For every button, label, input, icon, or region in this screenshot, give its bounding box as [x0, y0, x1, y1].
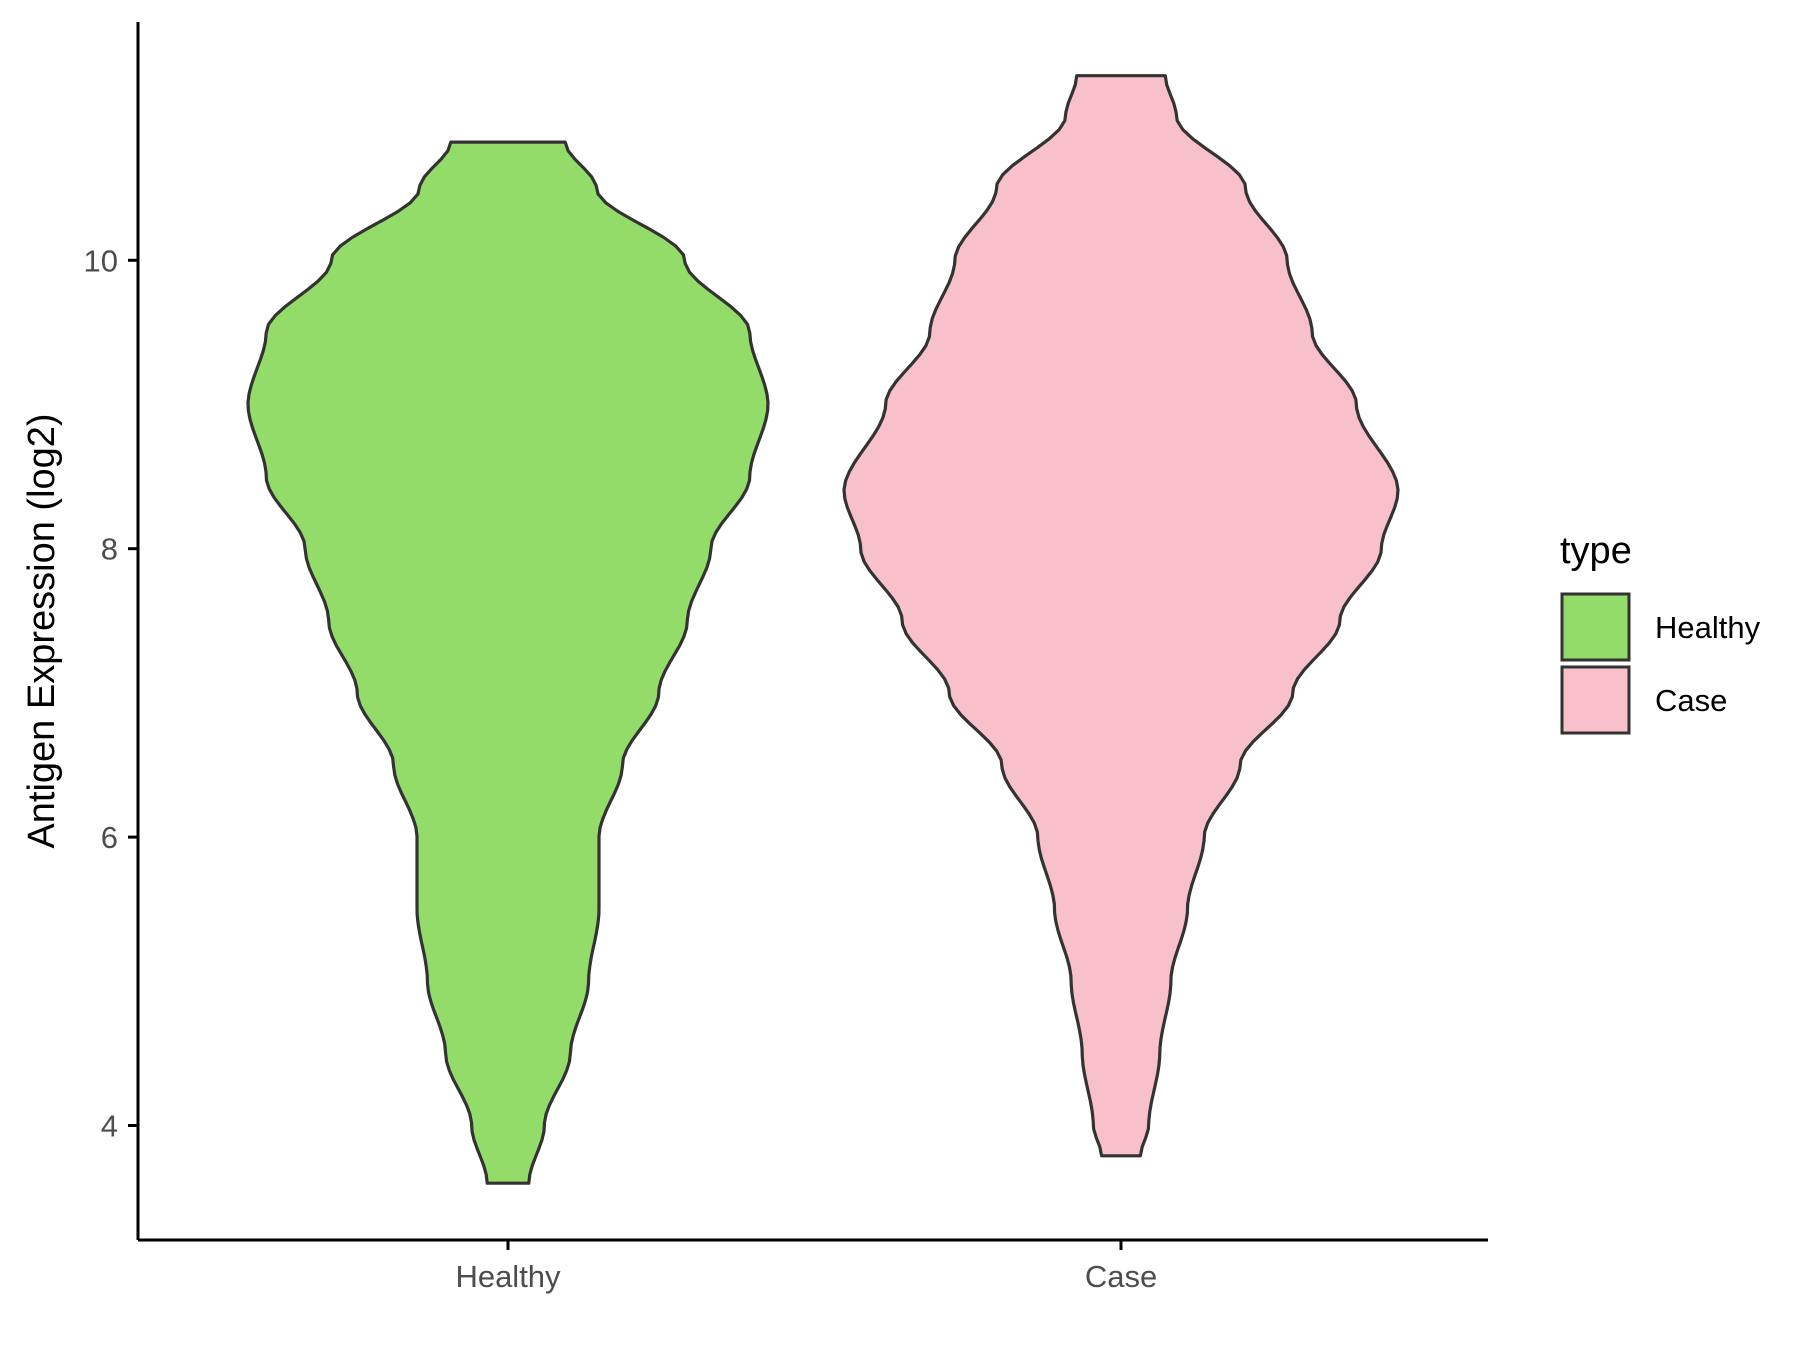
y-tick-label: 8: [101, 532, 118, 567]
x-ticks: Healthy Case: [455, 1240, 1157, 1294]
y-ticks: 4 6 8 10: [84, 243, 138, 1144]
legend: type Healthy Case: [1560, 530, 1761, 735]
legend-label-healthy: Healthy: [1655, 610, 1761, 645]
x-tick-label: Case: [1085, 1259, 1157, 1294]
y-axis-title: Antigen Expression (log2): [21, 413, 63, 848]
legend-entries: Healthy Case: [1560, 592, 1761, 735]
legend-label-case: Case: [1655, 683, 1727, 718]
y-tick-label: 4: [101, 1109, 118, 1144]
legend-title: type: [1560, 530, 1632, 572]
violins-layer: [246, 74, 1400, 1185]
x-tick-label: Healthy: [455, 1259, 561, 1294]
y-tick-label: 10: [84, 243, 118, 278]
violin-case: [842, 74, 1400, 1158]
legend-swatch-case: [1560, 665, 1631, 735]
violin-healthy: [246, 140, 770, 1185]
y-tick-label: 6: [101, 820, 118, 855]
legend-swatch-healthy: [1560, 592, 1631, 662]
